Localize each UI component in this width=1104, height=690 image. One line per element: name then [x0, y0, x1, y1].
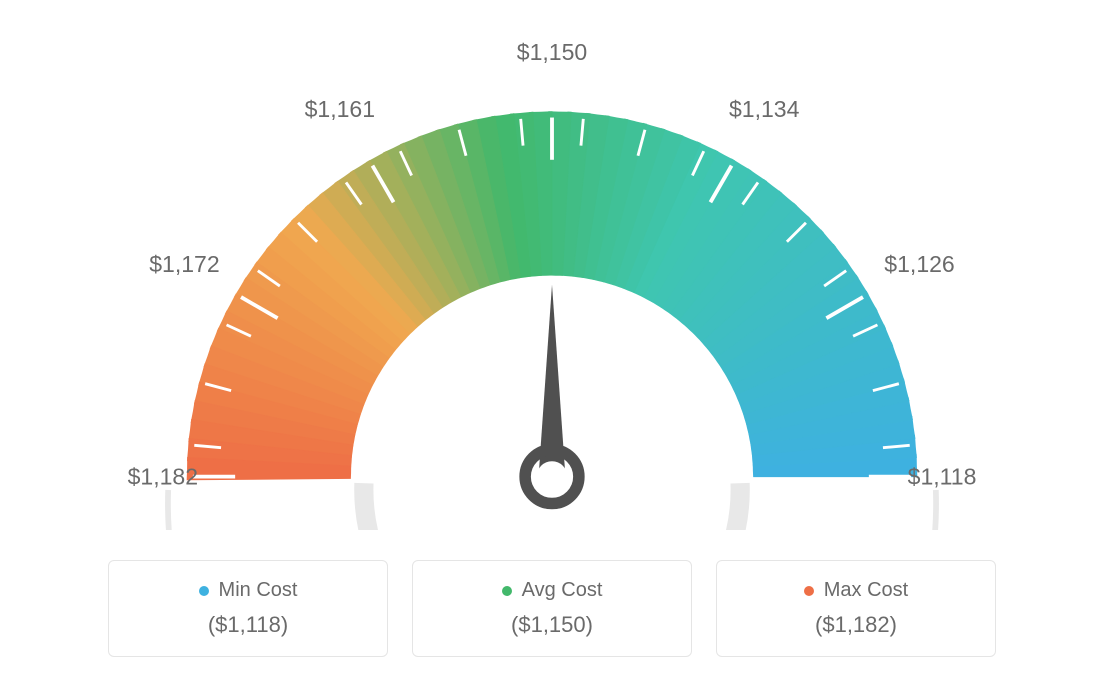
dot-avg [502, 586, 512, 596]
legend-value-max: ($1,182) [767, 612, 945, 638]
legend-label-min-text: Min Cost [219, 579, 298, 602]
legend-value-avg: ($1,150) [463, 612, 641, 638]
gauge-tick-label: $1,134 [729, 96, 800, 122]
legend-row: Min Cost ($1,118) Avg Cost ($1,150) Max … [20, 560, 1084, 657]
legend-label-max-text: Max Cost [824, 579, 908, 602]
legend-label-avg: Avg Cost [463, 579, 641, 602]
gauge-svg: $1,118 $1,126 $1,134 $1,150 $1,161 $1,172 $1,1… [22, 20, 1082, 530]
legend-label-max: Max Cost [767, 579, 945, 602]
gauge-tick-label: $1,126 [884, 251, 954, 277]
dot-min [199, 586, 209, 596]
gauge-tick-label: $1,172 [149, 251, 219, 277]
legend-value-min: ($1,118) [159, 612, 337, 638]
legend-label-min: Min Cost [159, 579, 337, 602]
gauge-tick-label: $1,118 [908, 463, 977, 489]
dot-max [804, 586, 814, 596]
legend-label-avg-text: Avg Cost [522, 579, 603, 602]
gauge-tick-label: $1,150 [517, 39, 587, 65]
legend-box-min: Min Cost ($1,118) [108, 560, 388, 657]
gauge-tick-label: $1,182 [128, 463, 198, 489]
legend-box-max: Max Cost ($1,182) [716, 560, 996, 657]
gauge-tick-label: $1,161 [305, 96, 375, 122]
gauge-chart: $1,118 $1,126 $1,134 $1,150 $1,161 $1,172 $1,1… [20, 20, 1084, 530]
legend-box-avg: Avg Cost ($1,150) [412, 560, 692, 657]
